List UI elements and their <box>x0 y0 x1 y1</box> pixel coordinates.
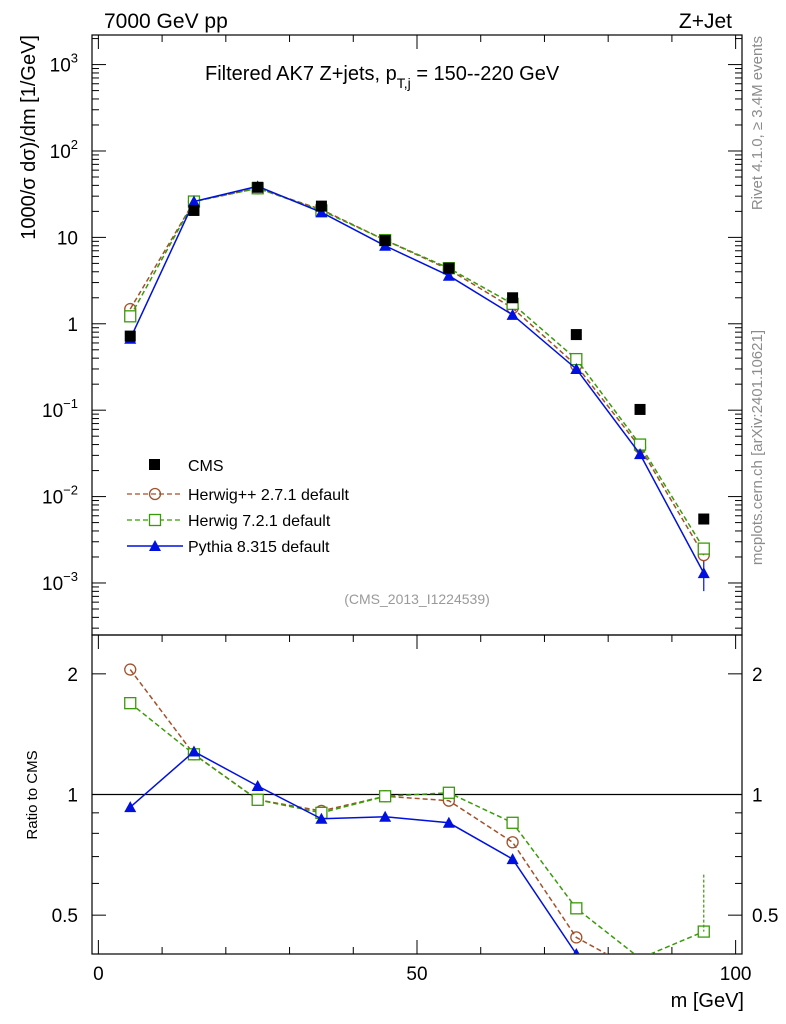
legend-pythia-marker <box>149 540 161 551</box>
ratio-point-pythia-8-315-default <box>379 810 392 822</box>
main-point-pythia-8-315-default <box>634 448 647 460</box>
legend: CMS Herwig++ 2.7.1 default Herwig 7.2.1 … <box>127 458 350 556</box>
main-y-tick-exp: −2 <box>63 483 78 498</box>
ratio-series-group <box>124 663 710 954</box>
ratio-point-herwig-7-2-1-default <box>124 697 137 710</box>
main-point-cms <box>124 330 136 342</box>
ratio-y-axis-label: Ratio to CMS <box>24 750 41 839</box>
main-line-herwig-7-2-1-default <box>129 187 705 549</box>
ratio-line-herwig-7-2-1-default <box>129 702 705 954</box>
main-point-herwig-7-2-1-default <box>697 542 710 555</box>
main-point-pythia-8-315-default <box>187 195 200 207</box>
legend-cms-marker <box>149 459 160 470</box>
main-point-cms <box>315 200 327 212</box>
legend-herwigpp-marker <box>148 487 162 501</box>
main-y-tick-base: 1 <box>67 315 78 336</box>
main-y-tick-label: 10−3 <box>42 569 78 595</box>
main-y-tick-base: 10 <box>42 574 63 595</box>
main-y-tick-label: 103 <box>50 51 78 77</box>
ratio-y-tick-label-left: 2 <box>67 665 78 686</box>
main-point-herwig-7-2-1-default <box>124 310 137 323</box>
x-ticks: 0 50 100 <box>93 35 751 985</box>
main-point-cms <box>443 262 455 274</box>
main-point-cms <box>507 292 519 304</box>
ratio-point-herwig-7-2-1-default <box>570 902 583 915</box>
main-y-tick-label: 10 <box>57 228 78 249</box>
ratio-series-herwig-2-7-1-default <box>124 663 609 954</box>
main-y-tick-label: 10−2 <box>42 483 78 509</box>
main-point-cms <box>634 403 646 415</box>
ratio-y-tick-label-left: 0.5 <box>52 906 78 927</box>
ratio-point-herwig-7-2-1-default <box>442 786 456 799</box>
ratio-y-ticks: 0.5 0.5 1 1 2 2 <box>52 665 778 955</box>
legend-herwig7-label: Herwig 7.2.1 default <box>188 513 331 530</box>
main-point-cms <box>188 204 200 216</box>
ratio-series-pythia-8-315-default <box>124 745 580 954</box>
mcplots-label: mcplots.cern.ch [arXiv:2401.10621] <box>749 330 766 565</box>
main-y-tick-label: 1 <box>67 315 78 336</box>
main-point-cms <box>379 235 391 247</box>
main-series-cms <box>124 181 710 525</box>
main-point-pythia-8-315-default <box>506 308 519 320</box>
main-y-tick-exp: 2 <box>71 137 78 152</box>
main-point-pythia-8-315-default <box>570 362 583 374</box>
main-y-tick-label: 10−1 <box>42 396 78 422</box>
ratio-y-tick-label-right: 1 <box>752 786 763 807</box>
x-axis-label: m [GeV] <box>671 990 744 1012</box>
ratio-point-pythia-8-315-default <box>442 816 455 828</box>
main-y-tick-label: 102 <box>50 137 78 163</box>
plot-title: Filtered AK7 Z+jets, pT,j = 150--220 GeV <box>205 63 560 91</box>
main-point-cms <box>252 181 264 193</box>
main-y-axis-label: 1000/σ dσ)/dm [1/GeV] <box>18 35 40 240</box>
legend-herwigpp-label: Herwig++ 2.7.1 default <box>188 487 350 504</box>
ratio-point-herwig-2-7-1-default <box>506 836 519 849</box>
main-point-pythia-8-315-default <box>442 269 455 281</box>
x-tick-label: 50 <box>406 964 427 985</box>
main-y-tick-exp: −1 <box>63 396 78 411</box>
x-tick-label: 100 <box>720 964 752 985</box>
main-y-tick-base: 10 <box>57 228 78 249</box>
ratio-point-pythia-8-315-default <box>506 853 519 865</box>
ratio-line-pythia-8-315-default <box>129 750 578 954</box>
header-left-label: 7000 GeV pp <box>104 10 228 33</box>
ratio-point-pythia-8-315-default <box>315 812 328 824</box>
ratio-point-pythia-8-315-default <box>124 801 137 813</box>
main-point-cms <box>698 513 710 525</box>
main-y-tick-base: 10 <box>42 401 63 422</box>
analysis-watermark: (CMS_2013_I1224539) <box>344 591 490 607</box>
legend-cms-label: CMS <box>188 458 224 475</box>
ratio-point-herwig-7-2-1-default <box>251 793 264 806</box>
ratio-point-pythia-8-315-default <box>573 948 580 954</box>
ratio-line-herwig-2-7-1-default <box>129 669 609 954</box>
main-y-tick-base: 10 <box>50 142 71 163</box>
main-y-tick-base: 10 <box>50 56 71 77</box>
header-right-label: Z+Jet <box>679 10 732 33</box>
main-series-group <box>124 180 710 592</box>
ratio-y-tick-label-right: 2 <box>752 665 763 686</box>
main-line-pythia-8-315-default <box>129 185 705 574</box>
ratio-point-pythia-8-315-default <box>251 780 264 792</box>
ratio-point-herwig-2-7-1-default <box>570 931 583 944</box>
ratio-point-herwig-2-7-1-default <box>124 663 137 676</box>
ratio-series-herwig-7-2-1-default <box>124 697 710 954</box>
x-tick-label: 0 <box>93 964 104 985</box>
ratio-y-tick-label-left: 1 <box>67 786 78 807</box>
main-y-tick-exp: −3 <box>63 569 78 584</box>
ratio-point-herwig-7-2-1-default <box>506 816 519 829</box>
main-y-tick-exp: 3 <box>71 51 78 66</box>
main-y-tick-base: 10 <box>42 488 63 509</box>
legend-pythia-label: Pythia 8.315 default <box>188 539 330 556</box>
rivet-version-label: Rivet 4.1.0, ≥ 3.4M events <box>749 36 766 210</box>
main-point-pythia-8-315-default <box>315 206 328 218</box>
legend-herwig7-marker <box>148 513 162 527</box>
ratio-point-pythia-8-315-default <box>187 745 200 757</box>
main-point-cms <box>570 329 582 341</box>
ratio-y-tick-label-right: 0.5 <box>752 906 778 927</box>
ratio-point-herwig-7-2-1-default <box>378 790 392 803</box>
